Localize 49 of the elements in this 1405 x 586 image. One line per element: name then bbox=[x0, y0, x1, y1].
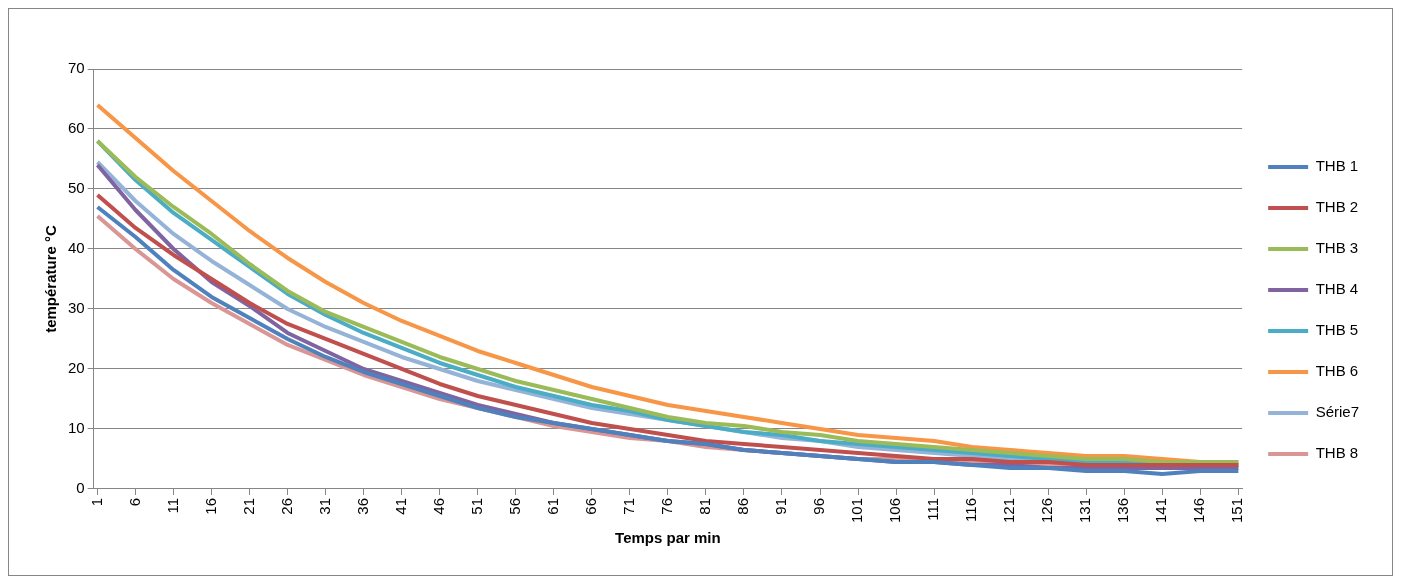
x-tick-label: 36 bbox=[353, 497, 371, 515]
y-tick-label: 70 bbox=[68, 59, 85, 77]
x-tick-label: 76 bbox=[658, 497, 676, 515]
x-tick-label: 31 bbox=[315, 497, 333, 515]
x-tick-label: 146 bbox=[1190, 497, 1208, 523]
x-tick-label: 131 bbox=[1076, 497, 1094, 523]
legend-label: THB 6 bbox=[1315, 362, 1359, 380]
x-tick-label: 21 bbox=[239, 497, 257, 515]
x-tick-label: 96 bbox=[810, 497, 828, 515]
x-tick-label: 101 bbox=[848, 497, 866, 523]
legend-label: Série7 bbox=[1315, 403, 1359, 421]
x-tick-label: 86 bbox=[734, 497, 752, 515]
x-tick-label: 71 bbox=[620, 497, 638, 515]
x-tick-label: 41 bbox=[391, 497, 409, 515]
x-tick-label: 1 bbox=[87, 497, 105, 507]
x-tick-label: 16 bbox=[201, 497, 219, 515]
x-tick-label: 56 bbox=[505, 497, 523, 515]
legend-label: THB 4 bbox=[1315, 280, 1359, 298]
x-tick-label: 11 bbox=[163, 497, 181, 514]
x-tick-label: 116 bbox=[962, 497, 980, 522]
x-tick-label: 6 bbox=[125, 497, 143, 507]
x-tick-label: 106 bbox=[886, 497, 904, 523]
x-tick-label: 111 bbox=[924, 497, 942, 521]
legend-label: THB 5 bbox=[1315, 321, 1359, 339]
y-tick-label: 20 bbox=[68, 359, 85, 377]
legend-label: THB 3 bbox=[1315, 239, 1359, 257]
x-tick-label: 46 bbox=[429, 497, 447, 515]
x-tick-label: 81 bbox=[696, 497, 714, 515]
x-tick-label: 141 bbox=[1152, 497, 1170, 523]
y-tick-label: 50 bbox=[68, 179, 85, 197]
x-tick-label: 151 bbox=[1228, 497, 1246, 523]
x-tick-label: 61 bbox=[543, 497, 561, 515]
x-tick-label: 136 bbox=[1114, 497, 1132, 523]
x-tick-label: 51 bbox=[467, 497, 485, 515]
x-tick-label: 91 bbox=[772, 497, 790, 515]
y-tick-label: 0 bbox=[76, 479, 85, 497]
x-tick-label: 121 bbox=[1000, 497, 1018, 523]
y-tick-label: 10 bbox=[68, 419, 85, 437]
legend-label: THB 2 bbox=[1315, 198, 1359, 216]
y-tick-label: 30 bbox=[68, 299, 85, 317]
x-tick-label: 126 bbox=[1038, 497, 1056, 523]
y-tick-label: 40 bbox=[68, 239, 85, 257]
x-axis-title: Temps par min bbox=[615, 529, 721, 547]
legend-label: THB 8 bbox=[1315, 444, 1359, 462]
y-axis-title: température °C bbox=[42, 224, 60, 333]
x-tick-label: 66 bbox=[582, 497, 599, 515]
y-tick-label: 60 bbox=[68, 119, 85, 137]
x-tick-label: 26 bbox=[277, 497, 295, 515]
legend-label: THB 1 bbox=[1315, 157, 1359, 175]
